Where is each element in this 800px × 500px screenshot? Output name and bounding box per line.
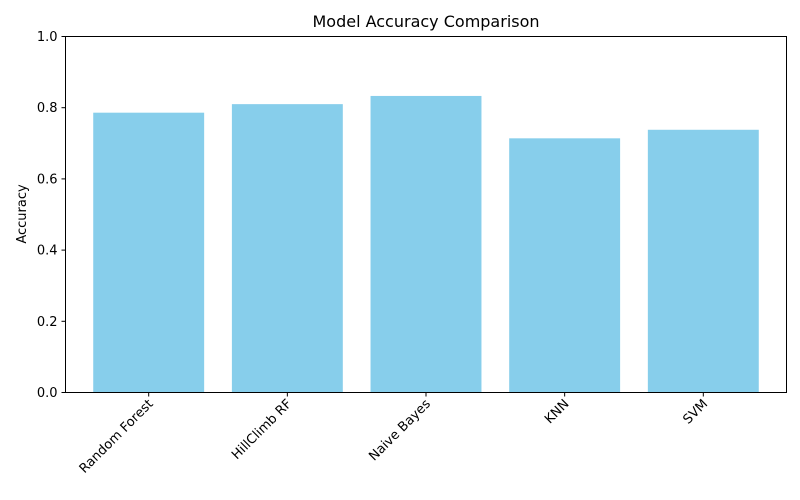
bar-naive-bayes [370,95,482,393]
y-ticks-group: 0.0 0.2 0.4 0.6 0.8 1.0 [37,30,66,401]
x-tick-label: HillClimb RF [229,397,295,463]
y-tick-label: 0.2 [37,315,58,330]
chart-title: Model Accuracy Comparison [312,12,539,31]
y-tick-label: 1.0 [37,30,58,45]
y-tick-label: 0.6 [37,172,58,187]
bar-hillclimb-rf [231,104,343,393]
x-tick-label: Naive Bayes [366,397,434,465]
x-tick-label: Random Forest [77,397,157,477]
bar-random-forest [93,112,205,393]
plot-frame [65,36,787,393]
y-tick-label: 0.8 [37,101,58,116]
bar-knn [509,138,621,393]
x-tick-label: SVM [680,397,711,428]
x-tick-label: KNN [542,397,572,427]
x-ticks-group: Random Forest HillClimb RF Naive Bayes KNN S… [77,392,711,477]
bars-group [93,95,759,393]
y-axis-label: Accuracy [15,184,30,244]
bar-svm [647,129,759,393]
y-tick-label: 0.0 [37,386,58,401]
y-tick-label: 0.4 [37,244,58,259]
